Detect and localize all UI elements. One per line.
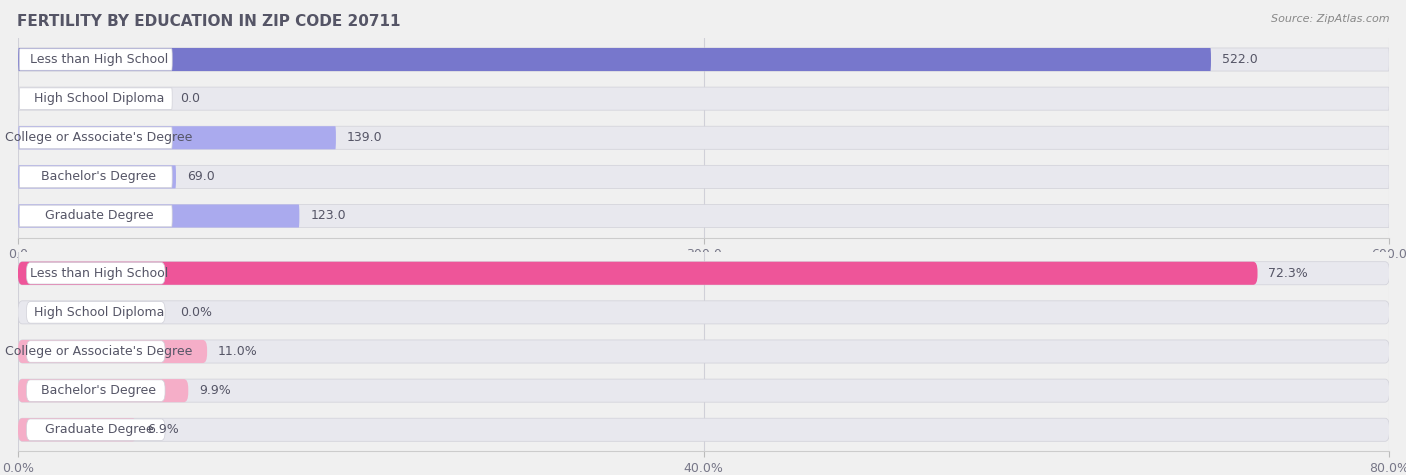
FancyBboxPatch shape xyxy=(20,88,172,109)
Text: 522.0: 522.0 xyxy=(1222,53,1257,66)
FancyBboxPatch shape xyxy=(18,48,1211,71)
Text: FERTILITY BY EDUCATION IN ZIP CODE 20711: FERTILITY BY EDUCATION IN ZIP CODE 20711 xyxy=(17,14,401,29)
Text: Bachelor's Degree: Bachelor's Degree xyxy=(41,171,156,183)
Text: College or Associate's Degree: College or Associate's Degree xyxy=(6,131,193,144)
Text: 72.3%: 72.3% xyxy=(1268,267,1308,280)
FancyBboxPatch shape xyxy=(18,204,299,228)
Text: 69.0: 69.0 xyxy=(187,171,215,183)
Text: High School Diploma: High School Diploma xyxy=(34,306,165,319)
Text: 139.0: 139.0 xyxy=(347,131,382,144)
FancyBboxPatch shape xyxy=(18,204,1389,228)
FancyBboxPatch shape xyxy=(27,302,165,323)
FancyBboxPatch shape xyxy=(27,341,165,362)
FancyBboxPatch shape xyxy=(18,262,1389,285)
FancyBboxPatch shape xyxy=(20,49,172,70)
FancyBboxPatch shape xyxy=(18,165,1389,189)
Text: College or Associate's Degree: College or Associate's Degree xyxy=(6,345,193,358)
Text: Graduate Degree: Graduate Degree xyxy=(45,209,153,222)
Text: 0.0%: 0.0% xyxy=(180,306,212,319)
FancyBboxPatch shape xyxy=(18,418,136,441)
Text: 0.0: 0.0 xyxy=(180,92,200,105)
FancyBboxPatch shape xyxy=(27,380,165,401)
FancyBboxPatch shape xyxy=(20,127,172,149)
FancyBboxPatch shape xyxy=(27,419,165,440)
FancyBboxPatch shape xyxy=(18,126,336,149)
FancyBboxPatch shape xyxy=(18,379,1389,402)
Text: Source: ZipAtlas.com: Source: ZipAtlas.com xyxy=(1271,14,1389,24)
Text: Less than High School: Less than High School xyxy=(30,267,167,280)
Text: 6.9%: 6.9% xyxy=(148,423,179,436)
FancyBboxPatch shape xyxy=(18,262,1257,285)
FancyBboxPatch shape xyxy=(20,166,172,188)
Text: Bachelor's Degree: Bachelor's Degree xyxy=(41,384,156,397)
Text: Graduate Degree: Graduate Degree xyxy=(45,423,153,436)
Text: 123.0: 123.0 xyxy=(311,209,346,222)
Text: 11.0%: 11.0% xyxy=(218,345,257,358)
Text: 9.9%: 9.9% xyxy=(198,384,231,397)
FancyBboxPatch shape xyxy=(18,301,1389,324)
FancyBboxPatch shape xyxy=(20,205,172,227)
FancyBboxPatch shape xyxy=(18,418,1389,441)
FancyBboxPatch shape xyxy=(18,379,188,402)
FancyBboxPatch shape xyxy=(18,48,1389,71)
FancyBboxPatch shape xyxy=(18,87,1389,110)
FancyBboxPatch shape xyxy=(18,126,1389,149)
Text: High School Diploma: High School Diploma xyxy=(34,92,165,105)
FancyBboxPatch shape xyxy=(18,165,176,189)
FancyBboxPatch shape xyxy=(18,340,1389,363)
FancyBboxPatch shape xyxy=(18,340,207,363)
FancyBboxPatch shape xyxy=(27,263,165,284)
Text: Less than High School: Less than High School xyxy=(30,53,167,66)
